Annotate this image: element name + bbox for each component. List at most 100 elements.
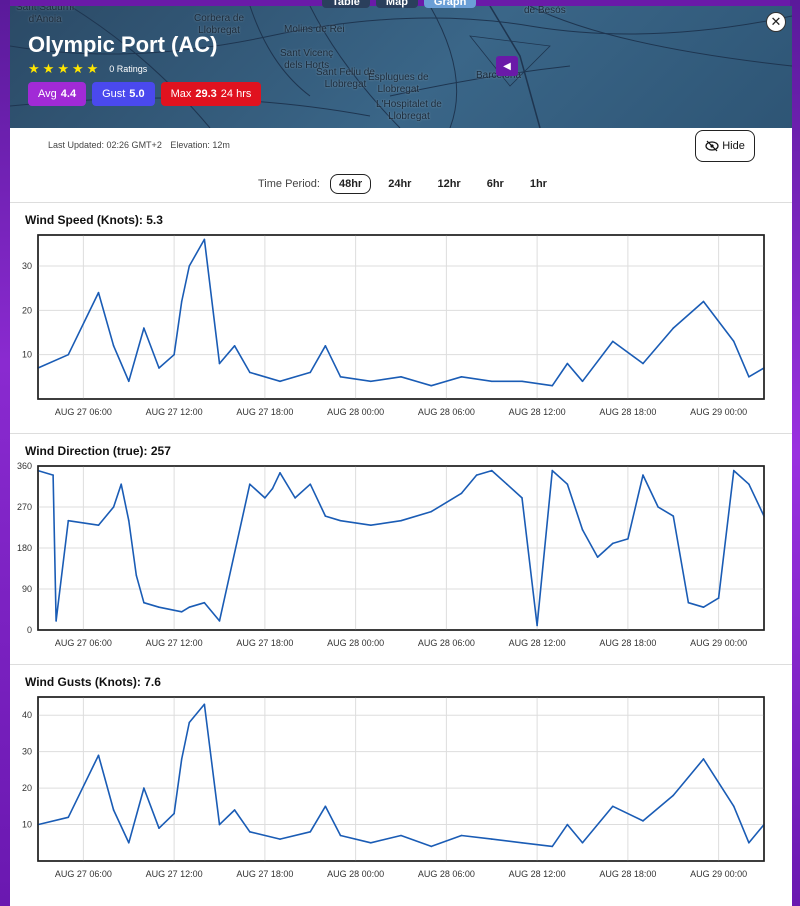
data-point bbox=[158, 827, 160, 829]
data-point bbox=[400, 834, 402, 837]
data-point bbox=[748, 376, 750, 378]
data-point bbox=[158, 606, 160, 609]
x-tick-label: AUG 27 18:00 bbox=[236, 407, 293, 417]
hide-button[interactable]: Hide bbox=[695, 130, 755, 162]
map-label-besos: de Besòs bbox=[524, 6, 566, 16]
map-label-sant-vicenc: Sant Vicenç dels Horts bbox=[280, 48, 334, 71]
data-point bbox=[475, 474, 478, 476]
data-point bbox=[279, 838, 281, 840]
data-point bbox=[702, 300, 705, 303]
y-tick-label: 40 bbox=[22, 710, 32, 720]
data-point bbox=[143, 787, 145, 789]
plot-frame bbox=[37, 696, 765, 862]
station-marker-icon[interactable]: ◀ bbox=[496, 56, 518, 76]
y-tick-label: 360 bbox=[17, 461, 32, 471]
data-point bbox=[339, 519, 342, 522]
data-point bbox=[52, 474, 54, 476]
data-point bbox=[369, 841, 372, 844]
wind-badges: Avg 4.4 Gust 5.0 Max 29.3 24 hrs bbox=[28, 82, 262, 106]
data-point bbox=[430, 845, 433, 848]
data-point bbox=[339, 376, 342, 378]
close-icon: ✕ bbox=[770, 14, 782, 29]
data-point bbox=[581, 528, 584, 531]
data-point bbox=[112, 506, 115, 508]
data-point bbox=[127, 519, 130, 522]
x-tick-label: AUG 28 12:00 bbox=[509, 869, 566, 879]
period-24hr-button[interactable]: 24hr bbox=[388, 178, 412, 190]
data-point bbox=[112, 345, 115, 347]
data-point bbox=[324, 345, 327, 347]
map-header: Sant Sadurní d'Anoia Corbera de Llobrega… bbox=[10, 6, 792, 128]
star-icon[interactable]: ★ bbox=[57, 61, 69, 76]
data-point bbox=[369, 380, 372, 383]
x-tick-label: AUG 27 18:00 bbox=[236, 638, 293, 648]
data-point bbox=[158, 367, 160, 369]
x-tick-label: AUG 28 06:00 bbox=[418, 638, 475, 648]
x-tick-label: AUG 27 12:00 bbox=[146, 407, 203, 417]
wind-direction-section: Wind Direction (true): 257 AUG 27 06:00 A… bbox=[10, 433, 792, 659]
data-point bbox=[248, 831, 251, 833]
tab-graph[interactable]: Graph bbox=[423, 0, 477, 8]
data-point bbox=[248, 483, 251, 486]
data-point bbox=[672, 794, 675, 797]
rating-stars[interactable]: ★ ★ ★ ★ ★ 0 Ratings bbox=[28, 61, 147, 77]
data-point bbox=[642, 820, 644, 822]
y-tick-label: 180 bbox=[17, 543, 32, 553]
y-tick-label: 20 bbox=[22, 305, 32, 315]
data-point bbox=[702, 758, 705, 760]
data-point bbox=[732, 805, 735, 808]
data-point bbox=[324, 805, 327, 808]
data-point bbox=[67, 519, 70, 522]
data-point bbox=[127, 380, 130, 383]
tab-table[interactable]: Table bbox=[322, 0, 370, 8]
star-icon[interactable]: ★ bbox=[86, 61, 99, 76]
star-icon[interactable]: ★ bbox=[28, 61, 40, 76]
x-tick-label: AUG 29 00:00 bbox=[690, 407, 747, 417]
y-tick-label: 10 bbox=[22, 820, 32, 830]
data-point bbox=[627, 538, 629, 540]
x-tick-label: AUG 27 12:00 bbox=[146, 869, 203, 879]
close-button[interactable]: ✕ bbox=[766, 12, 786, 32]
data-point bbox=[218, 620, 221, 622]
period-1hr-button[interactable]: 1hr bbox=[529, 178, 547, 190]
period-48hr-button[interactable]: 48hr bbox=[329, 174, 372, 194]
x-tick-label: AUG 28 00:00 bbox=[327, 638, 384, 648]
data-point bbox=[611, 805, 614, 808]
wind-speed-chart: AUG 27 06:00 AUG 27 12:00 AUG 27 18:00 AUG … bbox=[22, 234, 765, 417]
data-point bbox=[233, 809, 236, 811]
data-point bbox=[611, 340, 614, 343]
x-tick-label: AUG 27 12:00 bbox=[146, 638, 203, 648]
data-point bbox=[521, 841, 523, 844]
period-6hr-button[interactable]: 6hr bbox=[486, 178, 504, 190]
data-point bbox=[430, 384, 433, 387]
data-point bbox=[188, 721, 191, 724]
data-point bbox=[460, 492, 463, 495]
star-icon[interactable]: ★ bbox=[42, 61, 55, 76]
data-point bbox=[717, 597, 720, 599]
y-tick-label: 30 bbox=[22, 747, 32, 757]
x-tick-label: AUG 29 00:00 bbox=[690, 869, 747, 879]
data-point bbox=[702, 606, 705, 609]
data-point bbox=[294, 497, 296, 499]
time-period-selector: Time Period: 48hr 24hr 12hr 6hr 1hr bbox=[258, 174, 556, 194]
data-point bbox=[400, 519, 402, 522]
data-point bbox=[339, 834, 342, 837]
data-point bbox=[672, 515, 675, 517]
series-line bbox=[37, 238, 765, 387]
data-point bbox=[97, 291, 100, 294]
tab-map[interactable]: Map bbox=[375, 0, 418, 8]
data-point bbox=[112, 809, 115, 811]
station-title: Olympic Port (AC) bbox=[28, 32, 218, 57]
data-point bbox=[521, 497, 523, 499]
star-icon[interactable]: ★ bbox=[71, 61, 84, 76]
x-tick-label: AUG 28 12:00 bbox=[509, 407, 566, 417]
data-point bbox=[324, 515, 327, 517]
avg-badge: Avg 4.4 bbox=[28, 82, 87, 106]
wind-gusts-title: Wind Gusts (Knots): 7.6 bbox=[25, 675, 161, 689]
data-point bbox=[271, 487, 274, 490]
plot-frame bbox=[37, 234, 765, 400]
data-point bbox=[67, 353, 70, 356]
period-12hr-button[interactable]: 12hr bbox=[437, 178, 461, 190]
map-label-esplugues: Esplugues de Llobregat bbox=[368, 72, 429, 95]
data-point bbox=[135, 574, 138, 577]
